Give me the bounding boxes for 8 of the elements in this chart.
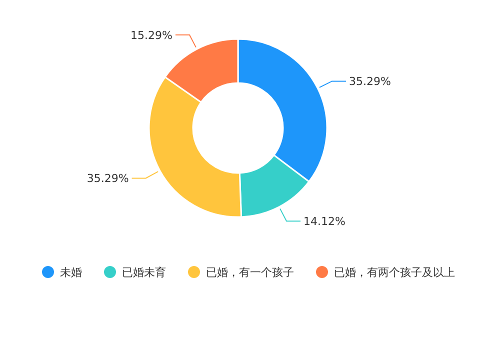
legend-label: 已婚，有两个孩子及以上 <box>334 266 455 279</box>
data-label: 35.29% <box>86 172 129 186</box>
legend-label: 已婚未育 <box>122 266 166 279</box>
data-label: 14.12% <box>304 215 346 228</box>
data-label: 35.29% <box>348 75 391 88</box>
data-label: 15.29% <box>130 28 172 42</box>
legend-label: 已婚，有一个孩子 <box>206 266 294 279</box>
legend-label: 未婚 <box>60 266 82 279</box>
